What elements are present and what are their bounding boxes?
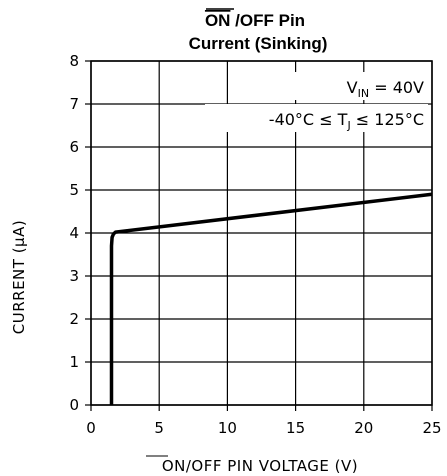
- y-tick-label-8: 8: [69, 52, 79, 70]
- y-axis-label: CURRENT (μA): [10, 220, 28, 334]
- annotation-box-1: [293, 72, 428, 100]
- y-tick-label-7: 7: [69, 95, 79, 113]
- x-axis-label: ON/OFF PIN VOLTAGE (V): [162, 457, 358, 475]
- x-tick-label-3: 15: [286, 419, 305, 437]
- x-tick-label-5: 25: [422, 419, 441, 437]
- x-tick-label-4: 20: [354, 419, 373, 437]
- plot-frame: [90, 60, 433, 406]
- annotation-background: [205, 72, 428, 132]
- series-line-0: [109, 192, 433, 405]
- annotation-vin: VIN = 40V: [347, 78, 424, 100]
- series-layer: [109, 192, 433, 405]
- y-tick-label-3: 3: [69, 267, 79, 285]
- title-overlined: ON: [205, 11, 231, 30]
- x-tick-label-1: 5: [154, 419, 164, 437]
- title-rest: /OFF Pin: [230, 11, 305, 30]
- chart-subtitle: Current (Sinking): [189, 34, 328, 53]
- y-tick-label-6: 6: [69, 138, 79, 156]
- tick-labels: 0 5 10 15 20 25 0 1 2 3 4 5 6 7 8: [69, 52, 441, 437]
- x-tick-label-2: 10: [218, 419, 237, 437]
- y-tick-label-4: 4: [69, 224, 79, 242]
- x-tick-label-0: 0: [86, 419, 96, 437]
- annotation-temp: -40°C ≤ TJ ≤ 125°C: [269, 110, 424, 132]
- y-tick-label-5: 5: [69, 181, 79, 199]
- y-tick-label-0: 0: [69, 396, 79, 414]
- annotation-box-2: [205, 104, 428, 132]
- chart-title: ON /OFF Pin: [205, 11, 305, 30]
- y-tick-label-2: 2: [69, 310, 79, 328]
- y-tick-label-1: 1: [69, 353, 79, 371]
